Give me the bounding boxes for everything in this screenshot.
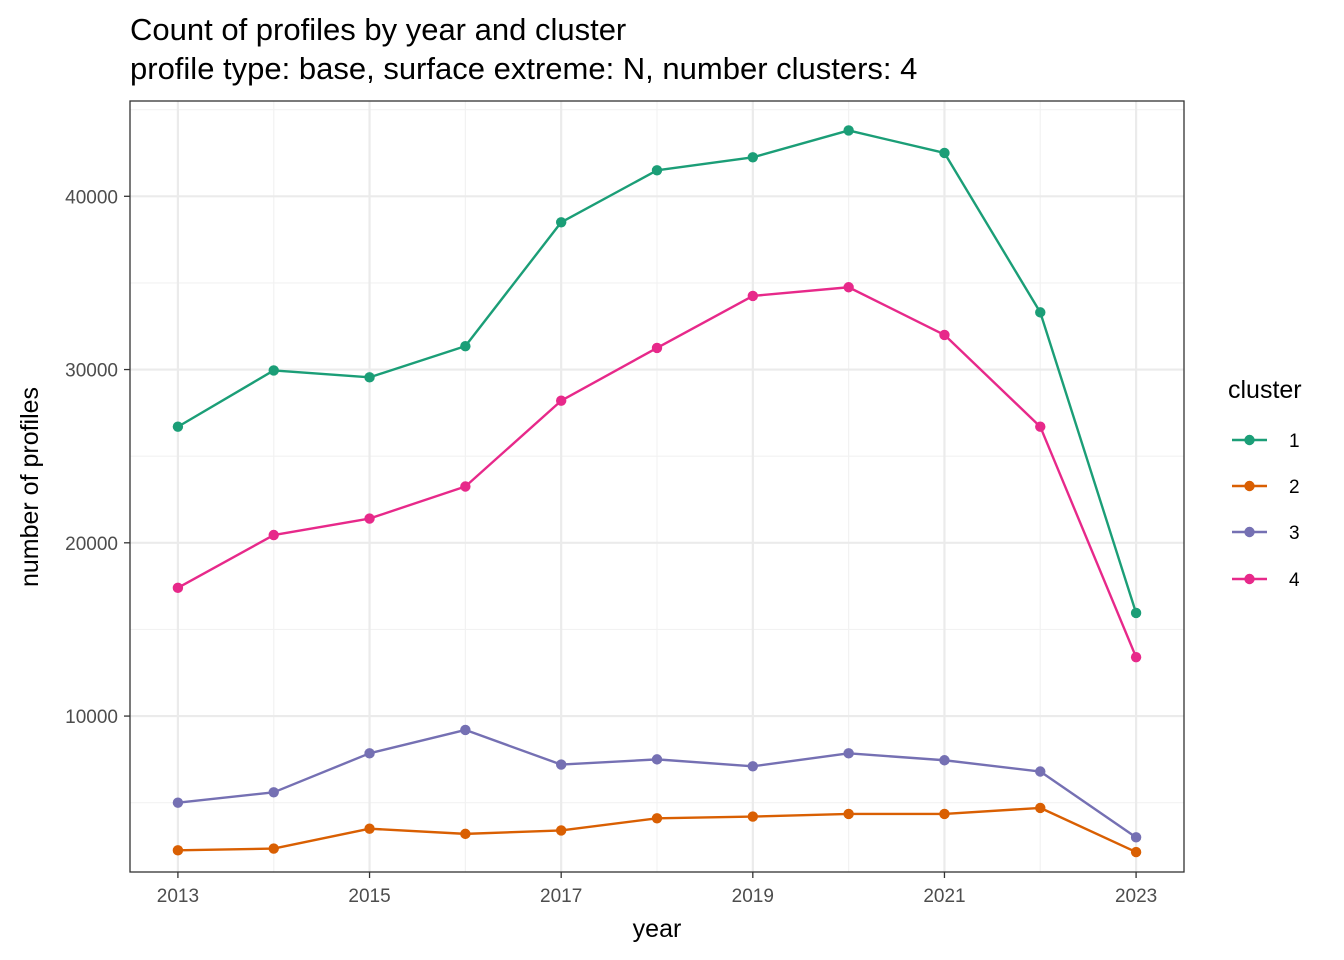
data-point [460,481,471,492]
legend-key-point [1244,526,1255,538]
data-point [1035,421,1046,432]
data-point [172,582,184,594]
data-point [843,125,854,136]
data-point [747,761,759,772]
data-point [460,828,471,840]
data-point [939,808,950,820]
legend-item-2: 2 [1232,477,1300,498]
data-point [172,845,184,856]
data-point [939,329,950,341]
x-tick-label: 2023 [1115,886,1157,907]
data-point [268,787,279,798]
data-point [843,748,854,759]
data-point [651,165,663,176]
data-point [1035,307,1046,318]
legend-item-3: 3 [1232,523,1300,544]
data-point [843,282,854,293]
data-point [268,529,279,541]
legend-label: 4 [1289,570,1300,591]
y-tick-label: 30000 [65,361,118,382]
y-tick-label: 20000 [65,534,118,555]
major-gridlines [130,101,1184,872]
data-point [939,147,950,159]
plot-border [129,100,1185,873]
data-point [555,759,567,770]
legend-key-point [1244,573,1255,585]
legend-label: 2 [1289,477,1300,498]
data-point [651,342,663,354]
data-point [747,811,759,822]
data-point [1130,607,1142,619]
legend-key-point [1244,480,1255,492]
series-layer [172,125,1142,858]
data-point [1035,802,1046,814]
data-point [747,152,759,163]
legend-title: cluster [1228,376,1302,404]
data-point [1130,846,1142,858]
y-axis-title: number of profiles [16,387,44,587]
y-axis: 10000 20000 30000 40000 [65,187,130,728]
legend-label: 1 [1289,431,1300,452]
y-tick-label: 40000 [65,187,118,208]
data-point [268,843,279,854]
data-point [364,372,375,383]
data-point [555,825,567,836]
data-point [651,813,663,824]
data-point [364,513,375,524]
series-4 [172,282,1142,663]
data-point [1035,766,1046,777]
legend-item-4: 4 [1232,570,1300,591]
data-point [555,395,567,406]
x-tick-label: 2017 [540,886,582,907]
data-point [364,823,375,834]
data-point [172,421,184,432]
y-tick-label: 10000 [65,707,118,728]
data-point [555,217,567,228]
legend: cluster 1 2 3 4 [1228,376,1302,591]
legend-label: 3 [1289,523,1300,544]
data-point [1130,832,1142,843]
data-point [172,797,184,808]
x-tick-label: 2015 [348,886,390,907]
legend-key-point [1244,434,1255,446]
series-2 [172,802,1142,858]
data-point [268,365,279,376]
data-point [747,290,759,302]
series-1 [172,125,1142,619]
data-point [364,748,375,759]
chart-subtitle: profile type: base, surface extreme: N, … [130,51,917,86]
data-point [651,754,663,765]
legend-item-1: 1 [1232,431,1300,452]
data-point [843,808,854,820]
x-axis-title: year [633,915,682,943]
x-tick-label: 2013 [157,886,199,907]
data-point [1130,651,1142,663]
x-tick-label: 2019 [732,886,774,907]
series-3 [172,724,1142,843]
x-tick-label: 2021 [923,886,965,907]
data-point [939,755,950,766]
data-point [460,724,471,736]
chart-title: Count of profiles by year and cluster [130,12,626,47]
data-point [460,340,471,352]
x-axis: 2013 2015 2017 2019 2021 2023 [157,872,1157,907]
